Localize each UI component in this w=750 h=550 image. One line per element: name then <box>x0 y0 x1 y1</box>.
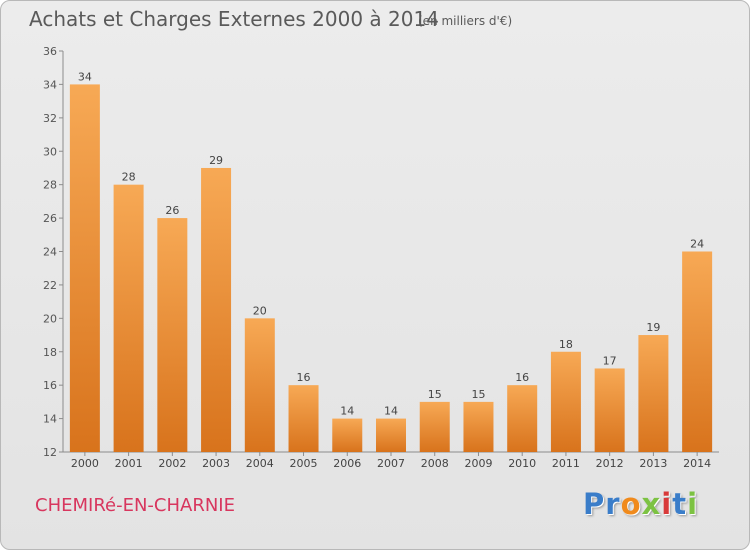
bar-2005 <box>288 385 319 452</box>
data-label-2014: 24 <box>690 238 704 251</box>
data-label-2006: 14 <box>340 405 354 418</box>
bar-2003 <box>201 167 232 453</box>
bar-2014 <box>682 251 713 452</box>
axes: 12 14 16 18 20 22 24 26 28 30 32 34 36 <box>43 45 719 459</box>
y-tick-label: 28 <box>43 179 57 192</box>
x-tick-label-2002: 2002 <box>158 457 186 470</box>
bar-2006 <box>332 418 363 452</box>
commune-name: CHEMIRé-EN-CHARNIE <box>35 495 235 516</box>
y-tick-label: 20 <box>43 312 57 325</box>
x-tick-label-2009: 2009 <box>464 457 492 470</box>
logo-letter: t <box>672 487 688 521</box>
logo-letter: o <box>620 487 642 521</box>
y-tick-label: 32 <box>43 112 57 125</box>
x-tick-label-2011: 2011 <box>552 457 580 470</box>
x-tick-label-2000: 2000 <box>71 457 99 470</box>
data-label-2000: 34 <box>78 70 92 83</box>
data-label-2009: 15 <box>471 388 485 401</box>
y-tick-label: 14 <box>43 413 57 426</box>
data-label-2002: 26 <box>165 204 179 217</box>
data-label-2007: 14 <box>384 405 398 418</box>
chart-title: Achats et Charges Externes 2000 à 2014 <box>29 7 439 31</box>
logo-letter: i <box>661 487 673 521</box>
data-label-2004: 20 <box>253 304 267 317</box>
logo-letter: P <box>583 487 606 521</box>
bar-2000 <box>69 84 100 453</box>
x-tick-label-2013: 2013 <box>639 457 667 470</box>
y-tick-label: 26 <box>43 212 57 225</box>
data-label-2008: 15 <box>428 388 442 401</box>
data-label-2013: 19 <box>646 321 660 334</box>
logo-letter: i <box>687 487 699 521</box>
chart-subtitle: (en milliers d'€) <box>418 14 513 28</box>
bars: 34 2000 28 2001 26 2002 29 2003 20 2004 16 2005 14 20… <box>69 70 713 470</box>
x-tick-label-2010: 2010 <box>508 457 536 470</box>
y-tick-label: 24 <box>43 246 57 259</box>
bar-2001 <box>113 184 144 452</box>
y-tick-label: 18 <box>43 346 57 359</box>
logo-letter: x <box>641 487 662 521</box>
bar-2008 <box>419 401 450 452</box>
y-tick-label: 22 <box>43 279 57 292</box>
data-label-2001: 28 <box>122 171 136 184</box>
x-tick-label-2003: 2003 <box>202 457 230 470</box>
data-label-2012: 17 <box>603 354 617 367</box>
bar-2010 <box>507 385 538 452</box>
y-tick-label: 36 <box>43 45 57 58</box>
x-tick-label-2007: 2007 <box>377 457 405 470</box>
x-tick-label-2005: 2005 <box>290 457 318 470</box>
logo-letter: r <box>605 487 621 521</box>
bar-2004 <box>244 318 275 452</box>
x-tick-label-2006: 2006 <box>333 457 361 470</box>
bar-2013 <box>638 335 669 452</box>
data-label-2011: 18 <box>559 338 573 351</box>
bar-2002 <box>157 218 188 452</box>
proxiti-logo[interactable]: Proxiti <box>583 487 698 521</box>
x-tick-label-2004: 2004 <box>246 457 274 470</box>
y-tick-label: 30 <box>43 145 57 158</box>
y-tick-label: 34 <box>43 78 57 91</box>
bar-2007 <box>376 418 406 452</box>
x-tick-label-2008: 2008 <box>421 457 449 470</box>
bar-2012 <box>594 368 625 452</box>
data-label-2003: 29 <box>209 154 223 167</box>
y-tick-label: 16 <box>43 379 57 392</box>
x-tick-label-2012: 2012 <box>596 457 624 470</box>
data-label-2010: 16 <box>515 371 529 384</box>
bar-2011 <box>550 351 581 452</box>
data-label-2005: 16 <box>297 371 311 384</box>
x-tick-label-2014: 2014 <box>683 457 711 470</box>
bar-2009 <box>463 401 494 452</box>
y-tick-label: 12 <box>43 446 57 459</box>
x-tick-label-2001: 2001 <box>115 457 143 470</box>
